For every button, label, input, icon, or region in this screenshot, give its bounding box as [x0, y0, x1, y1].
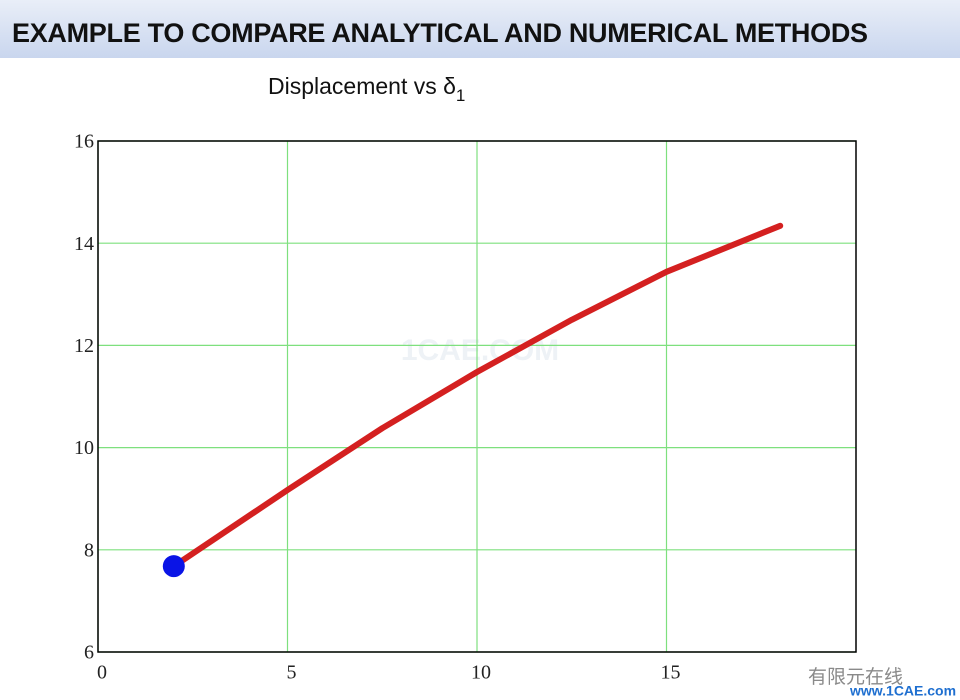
watermark: 有限元在线	[808, 666, 903, 688]
point-marker	[162, 555, 185, 578]
header-bar: EXAMPLE TO COMPARE ANALYTICAL AND NUMERI…	[0, 0, 960, 58]
x-tick-label: 0	[97, 662, 107, 684]
chart-title-main: Displacement vs δ	[268, 73, 456, 99]
data-line	[170, 222, 784, 570]
y-tick-label: 10	[74, 437, 94, 459]
y-tick-label: 14	[74, 233, 94, 255]
x-tick-label: 5	[287, 662, 297, 684]
y-tick-label: 16	[74, 131, 94, 153]
y-tick-label: 8	[84, 539, 94, 561]
x-tick-label: 10	[471, 662, 491, 684]
y-tick-label: 6	[84, 642, 94, 664]
chart-title-subscript: 1	[456, 86, 465, 105]
y-tick-label: 12	[74, 335, 94, 357]
watermark: www.1CAE.com	[849, 683, 956, 699]
chart-title: Displacement vs δ1	[268, 73, 465, 105]
slide-title: EXAMPLE TO COMPARE ANALYTICAL AND NUMERI…	[12, 18, 868, 48]
plot-frame	[97, 140, 857, 653]
x-tick-label: 15	[661, 662, 681, 684]
